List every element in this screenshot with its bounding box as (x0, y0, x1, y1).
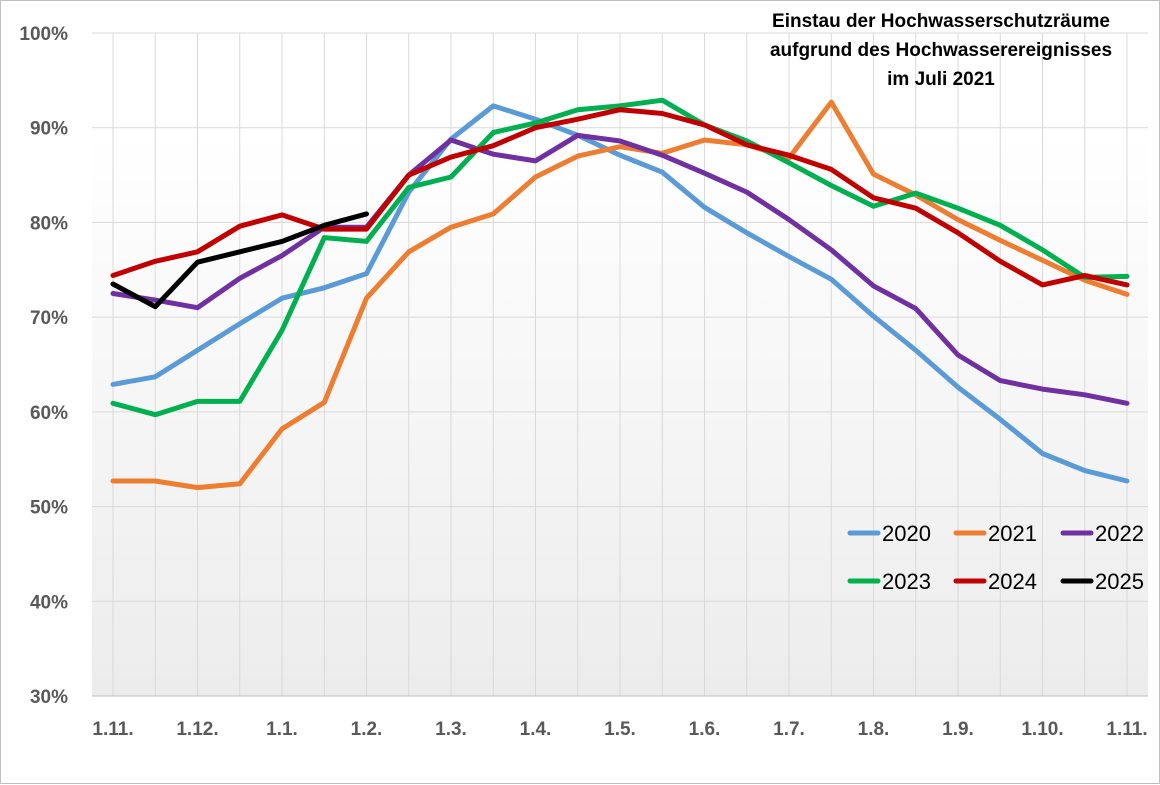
y-tick-label: 100% (19, 24, 68, 45)
legend-label-2021: 2021 (988, 521, 1037, 546)
y-tick-label: 40% (30, 592, 68, 613)
x-tick-label: 1.9. (942, 719, 974, 740)
series-lines (110, 97, 1130, 491)
legend-label-2022: 2022 (1095, 521, 1144, 546)
gridlines (92, 32, 1148, 697)
y-tick-label: 60% (30, 403, 68, 424)
x-tick-label: 1.1. (266, 719, 298, 740)
x-tick-label: 1.6. (689, 719, 721, 740)
x-tick-label: 1.11. (1106, 719, 1147, 740)
y-tick-label: 90% (30, 119, 68, 140)
legend-label-2025: 2025 (1095, 569, 1144, 594)
legend-label-2020: 2020 (882, 521, 931, 546)
y-tick-label: 50% (30, 498, 68, 519)
y-tick-label: 30% (30, 687, 68, 708)
x-tick-label: 1.3. (435, 719, 467, 740)
x-axis-ticks: 1.11. 1.12. 1.1. 1.2. 1.3. 1.4. 1.5. 1.6. 1.7. 1.… (92, 719, 1147, 740)
x-tick-label: 1.8. (858, 719, 890, 740)
chart-title-line-2: aufgrund des Hochwasserereignisses (770, 40, 1112, 61)
y-tick-label: 80% (30, 213, 68, 234)
legend: 2020 2021 2022 2023 2024 2025 (847, 521, 1144, 594)
x-tick-label: 1.5. (604, 719, 636, 740)
series-line-2020 (110, 103, 1130, 484)
x-tick-label: 1.10. (1021, 719, 1063, 740)
chart-title-line-3: im Juli 2021 (887, 69, 995, 90)
chart-title-line-1: Einstau der Hochwasserschutzräume (772, 11, 1110, 32)
series-line-2022 (110, 132, 1130, 406)
legend-label-2024: 2024 (988, 569, 1037, 594)
y-tick-label: 70% (30, 308, 68, 329)
series-line-2024 (110, 107, 1130, 288)
series-line-2023 (110, 97, 1130, 418)
x-tick-label: 1.11. (92, 719, 133, 740)
x-tick-label: 1.7. (773, 719, 805, 740)
x-tick-label: 1.4. (520, 719, 552, 740)
legend-label-2023: 2023 (882, 569, 931, 594)
x-tick-label: 1.2. (351, 719, 383, 740)
series-line-2021 (110, 99, 1130, 491)
x-tick-label: 1.12. (176, 719, 218, 740)
y-axis-ticks: 30% 40% 50% 60% 70% 80% 90% 100% (19, 24, 68, 708)
series-line-2025 (110, 211, 369, 310)
